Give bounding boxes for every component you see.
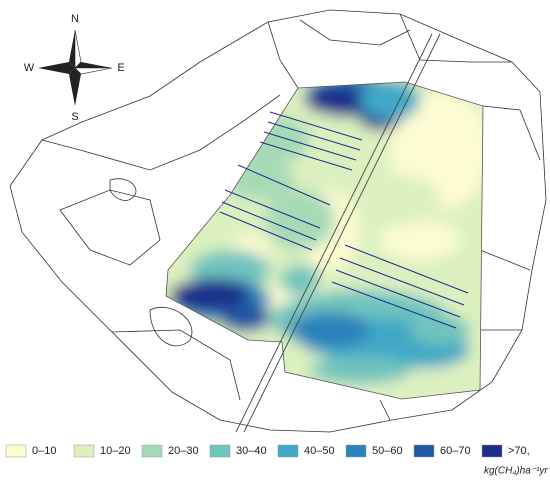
legend-swatch bbox=[141, 444, 163, 458]
heat-zone bbox=[310, 356, 410, 384]
legend-swatch bbox=[209, 444, 231, 458]
heat-zone bbox=[360, 82, 420, 120]
legend-label: 30–40 bbox=[236, 445, 267, 457]
heat-zone bbox=[290, 312, 370, 348]
field-boundary bbox=[165, 81, 484, 400]
legend-swatch bbox=[345, 444, 367, 458]
legend-swatch bbox=[5, 444, 27, 458]
heat-zone bbox=[305, 85, 375, 115]
heat-zone bbox=[410, 315, 470, 345]
legend-swatch bbox=[413, 444, 435, 458]
drain-lines bbox=[219, 111, 469, 329]
legend-label: 40–50 bbox=[304, 445, 335, 457]
compass-s: S bbox=[71, 111, 78, 123]
legend-swatch bbox=[73, 444, 95, 458]
compass-w: W bbox=[24, 62, 35, 74]
compass-n: N bbox=[71, 13, 79, 25]
heat-zone bbox=[380, 220, 460, 260]
heat-zone bbox=[170, 279, 250, 311]
heat-zone bbox=[220, 304, 270, 332]
heat-zone bbox=[360, 175, 440, 225]
compass: N S W E bbox=[24, 13, 125, 123]
legend-label: 60–70 bbox=[440, 445, 471, 457]
compass-e: E bbox=[117, 62, 124, 74]
legend-unit: kg(CH₄)ha⁻¹yr⁻¹ bbox=[484, 466, 550, 477]
emission-field bbox=[166, 82, 483, 399]
legend-label: 50–60 bbox=[372, 445, 403, 457]
legend-swatch bbox=[481, 444, 503, 458]
parcel-outlines bbox=[9, 9, 547, 433]
legend: 0–10 10–20 20–30 30–40 40–50 50–60 60–70 >70, bbox=[5, 444, 530, 458]
legend-label: 20–30 bbox=[168, 445, 199, 457]
legend-label: 0–10 bbox=[32, 445, 56, 457]
legend-label: 10–20 bbox=[100, 445, 131, 457]
legend-label: >70, bbox=[508, 445, 530, 457]
heat-zone bbox=[280, 265, 320, 295]
road bbox=[235, 33, 441, 433]
legend-swatch bbox=[277, 444, 299, 458]
